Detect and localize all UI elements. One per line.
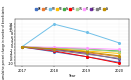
- Y-axis label: Cumulative percent change in number of beneficiaries: Cumulative percent change in number of b…: [2, 5, 6, 80]
- Legend: AB, BC, MB, NB, NL, NS, ON, PE, QC, SK, All: AB, BC, MB, NB, NL, NS, ON, PE, QC, SK, …: [35, 6, 109, 11]
- X-axis label: Year: Year: [68, 74, 76, 78]
